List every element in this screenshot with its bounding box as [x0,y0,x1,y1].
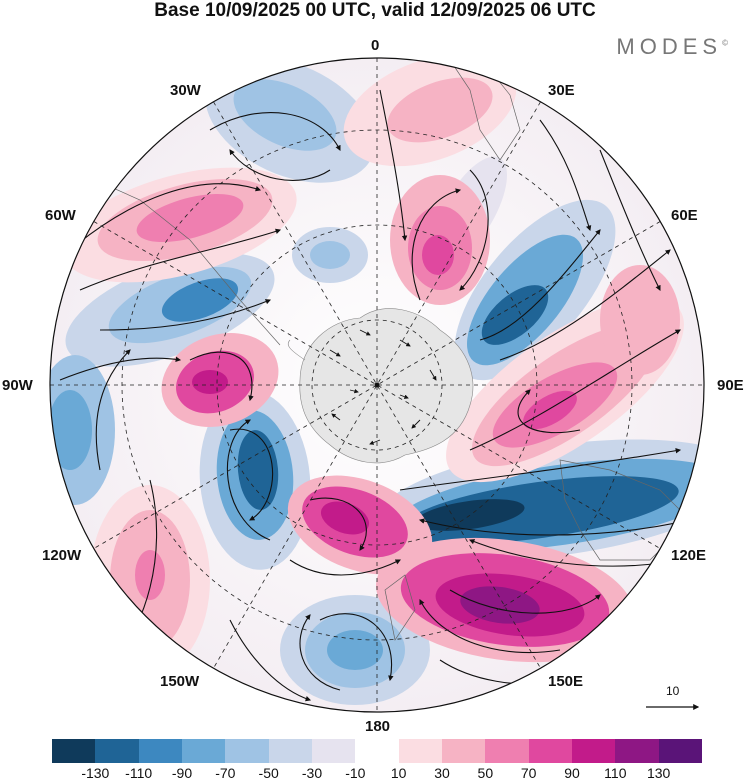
colorbar-swatch [485,739,529,763]
lon-label-30e: 30E [548,82,575,99]
negative-anomalies [50,58,704,705]
colorbar-tick-label: -110 [125,765,153,781]
map-boundary [49,57,705,713]
lon-label-150w: 150W [160,673,200,690]
colorbar-swatch [311,739,356,763]
colorbar-tick-label: -10 [345,765,366,781]
positive-anomalies [63,58,684,675]
colorbar-swatch [138,739,182,763]
colorbar-tick-label: 90 [564,765,580,781]
anomaly-field [50,58,704,712]
map-title: Base 10/09/2025 00 UTC, valid 12/09/2025… [154,0,596,21]
south-pole-marker [374,382,380,388]
colorbar-swatch [658,739,702,763]
colorbar-tick-label: -50 [258,765,279,781]
colorbar-swatch [181,739,226,763]
colorbar-swatch [398,739,442,763]
polar-map [49,57,705,713]
colorbar-tick-label: -130 [81,765,110,781]
colorbar-swatch [615,739,659,763]
colorbar-swatch [528,739,572,763]
colorbar-swatch [355,739,399,763]
colorbar-swatch [95,739,139,763]
colorbar-tick-label: 130 [646,765,671,781]
colorbar-swatch [441,739,486,763]
reference-vector-label: 10 [666,684,680,698]
colorbar-tick-label: 70 [520,765,537,781]
colorbar [52,739,702,763]
colorbar-ticks: -130 -110 -90 -70 -50 -30 -10 10 30 50 70 90 110 130 [0,765,750,783]
graticule [50,58,704,712]
lon-label-120w: 120W [42,547,82,564]
colorbar-tick-label: 110 [604,765,627,781]
lon-label-0: 0 [371,37,380,54]
colorbar-tick-label: 50 [477,765,494,781]
lon-label-150e: 150E [548,673,584,690]
colorbar-swatch [225,739,269,763]
lon-label-180: 180 [365,718,391,735]
lon-label-90e: 90E [717,377,744,394]
lon-label-30w: 30W [170,82,201,99]
lon-label-90w: 90W [2,377,33,394]
colorbar-tick-label: -90 [171,765,193,781]
colorbar-tick-label: 10 [390,765,407,781]
lon-label-60w: 60W [45,207,76,224]
colorbar-tick-label: -70 [215,765,236,781]
colorbar-swatch [571,739,616,763]
colorbar-tick-label: -30 [301,765,323,781]
lon-label-60e: 60E [671,207,698,224]
colorbar-swatch [52,739,96,763]
antarctic-wind-arrows [329,329,437,445]
modes-logo: MODES© [616,34,728,59]
lon-label-120e: 120E [671,547,707,564]
colorbar-swatch [268,739,312,763]
colorbar-tick-label: 30 [434,765,450,781]
antarctica-landmass [299,308,474,464]
